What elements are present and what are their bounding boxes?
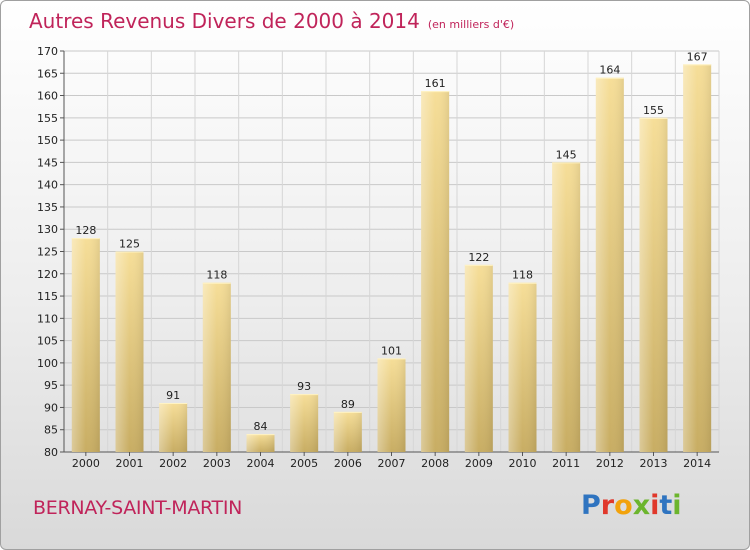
logo-letter: P: [581, 490, 601, 521]
x-tick-label: 2005: [290, 457, 318, 470]
value-label: 118: [512, 269, 533, 282]
value-label: 101: [381, 344, 402, 357]
value-label: 118: [206, 269, 227, 282]
y-tick-label: 145: [37, 156, 58, 169]
y-tick-label: 135: [37, 201, 58, 214]
x-tick-label: 2014: [683, 457, 711, 470]
x-tick-label: 2004: [247, 457, 275, 470]
bar-shade-2014: [683, 64, 712, 452]
chart-subtitle: (en milliers d'€): [427, 18, 515, 31]
y-tick-label: 140: [37, 179, 58, 192]
y-tick-label: 90: [44, 401, 58, 414]
x-tick-label: 2009: [465, 457, 493, 470]
chart-title: Autres Revenus Divers de 2000 à 2014 (en …: [29, 9, 514, 33]
x-tick-label: 2008: [421, 457, 449, 470]
x-tick-label: 2011: [552, 457, 580, 470]
y-tick-label: 170: [37, 45, 58, 58]
y-tick-label: 150: [37, 134, 58, 147]
x-tick-label: 2003: [203, 457, 231, 470]
bar-shade-2011: [552, 162, 581, 452]
y-tick-label: 85: [44, 424, 58, 437]
x-tick-label: 2000: [72, 457, 100, 470]
y-tick-label: 105: [37, 335, 58, 348]
bar-shade-2007: [377, 358, 406, 452]
bar-shade-2006: [333, 411, 362, 452]
value-label: 145: [556, 148, 577, 161]
commune-name: BERNAY-SAINT-MARTIN: [33, 497, 243, 519]
value-label: 89: [341, 398, 355, 411]
x-tick-label: 2002: [159, 457, 187, 470]
bar-shade-2013: [639, 117, 668, 452]
x-tick-label: 2006: [334, 457, 362, 470]
x-tick-label: 2007: [378, 457, 406, 470]
x-tick-label: 2012: [596, 457, 624, 470]
bar-shade-2012: [595, 77, 624, 452]
value-label: 125: [119, 238, 140, 251]
value-label: 84: [254, 420, 268, 433]
bar-shade-2009: [464, 264, 493, 452]
x-tick-label: 2013: [640, 457, 668, 470]
logo-letter: r: [600, 490, 615, 521]
value-label: 164: [599, 64, 620, 77]
bar-shade-2008: [421, 91, 450, 452]
value-label: 161: [425, 77, 446, 90]
value-label: 91: [166, 389, 180, 402]
bar-layer: [71, 64, 712, 452]
bar-shade-2003: [202, 282, 231, 452]
x-tick-label: 2001: [116, 457, 144, 470]
y-tick-label: 160: [37, 90, 58, 103]
bar-shade-2000: [71, 238, 100, 452]
y-tick-label: 110: [37, 312, 58, 325]
bar-shade-2002: [159, 402, 188, 452]
value-label: 167: [687, 50, 708, 63]
y-tick-label: 95: [44, 379, 58, 392]
bar-shade-2004: [246, 434, 275, 452]
y-tick-label: 100: [37, 357, 58, 370]
value-label: 93: [297, 380, 311, 393]
y-tick-label: 165: [37, 67, 58, 80]
chart-title-text: Autres Revenus Divers de 2000 à 2014: [29, 9, 420, 33]
logo-letter: o: [614, 490, 633, 521]
y-tick-label: 155: [37, 112, 58, 125]
value-label: 128: [75, 224, 96, 237]
y-tick-label: 120: [37, 268, 58, 281]
logo-letter: i: [650, 490, 660, 521]
value-label: 155: [643, 104, 664, 117]
logo-letter: i: [672, 490, 682, 521]
value-label: 122: [468, 251, 489, 264]
y-tick-label: 125: [37, 246, 58, 259]
x-tick-label: 2010: [509, 457, 537, 470]
logo-letter: t: [659, 490, 673, 521]
bar-shade-2001: [115, 251, 144, 452]
proxiti-logo: Proxiti: [581, 490, 682, 521]
y-tick-label: 115: [37, 290, 58, 303]
label-layer: 128 125 91 118 84 93 89 101 161 122 118 145 164 155 16…: [75, 50, 707, 433]
logo-letter: x: [632, 490, 651, 521]
bar-shade-2010: [508, 282, 537, 452]
y-tick-label: 130: [37, 223, 58, 236]
y-tick-label: 80: [44, 446, 58, 459]
bar-shade-2005: [290, 394, 319, 452]
